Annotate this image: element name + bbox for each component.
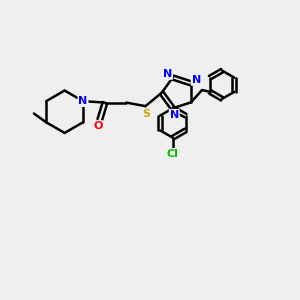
Text: N: N [163, 69, 172, 79]
Text: S: S [142, 110, 150, 119]
Text: N: N [192, 75, 201, 85]
Text: N: N [169, 110, 179, 120]
Text: O: O [94, 121, 103, 131]
Text: N: N [78, 96, 88, 106]
Text: Cl: Cl [167, 149, 179, 159]
